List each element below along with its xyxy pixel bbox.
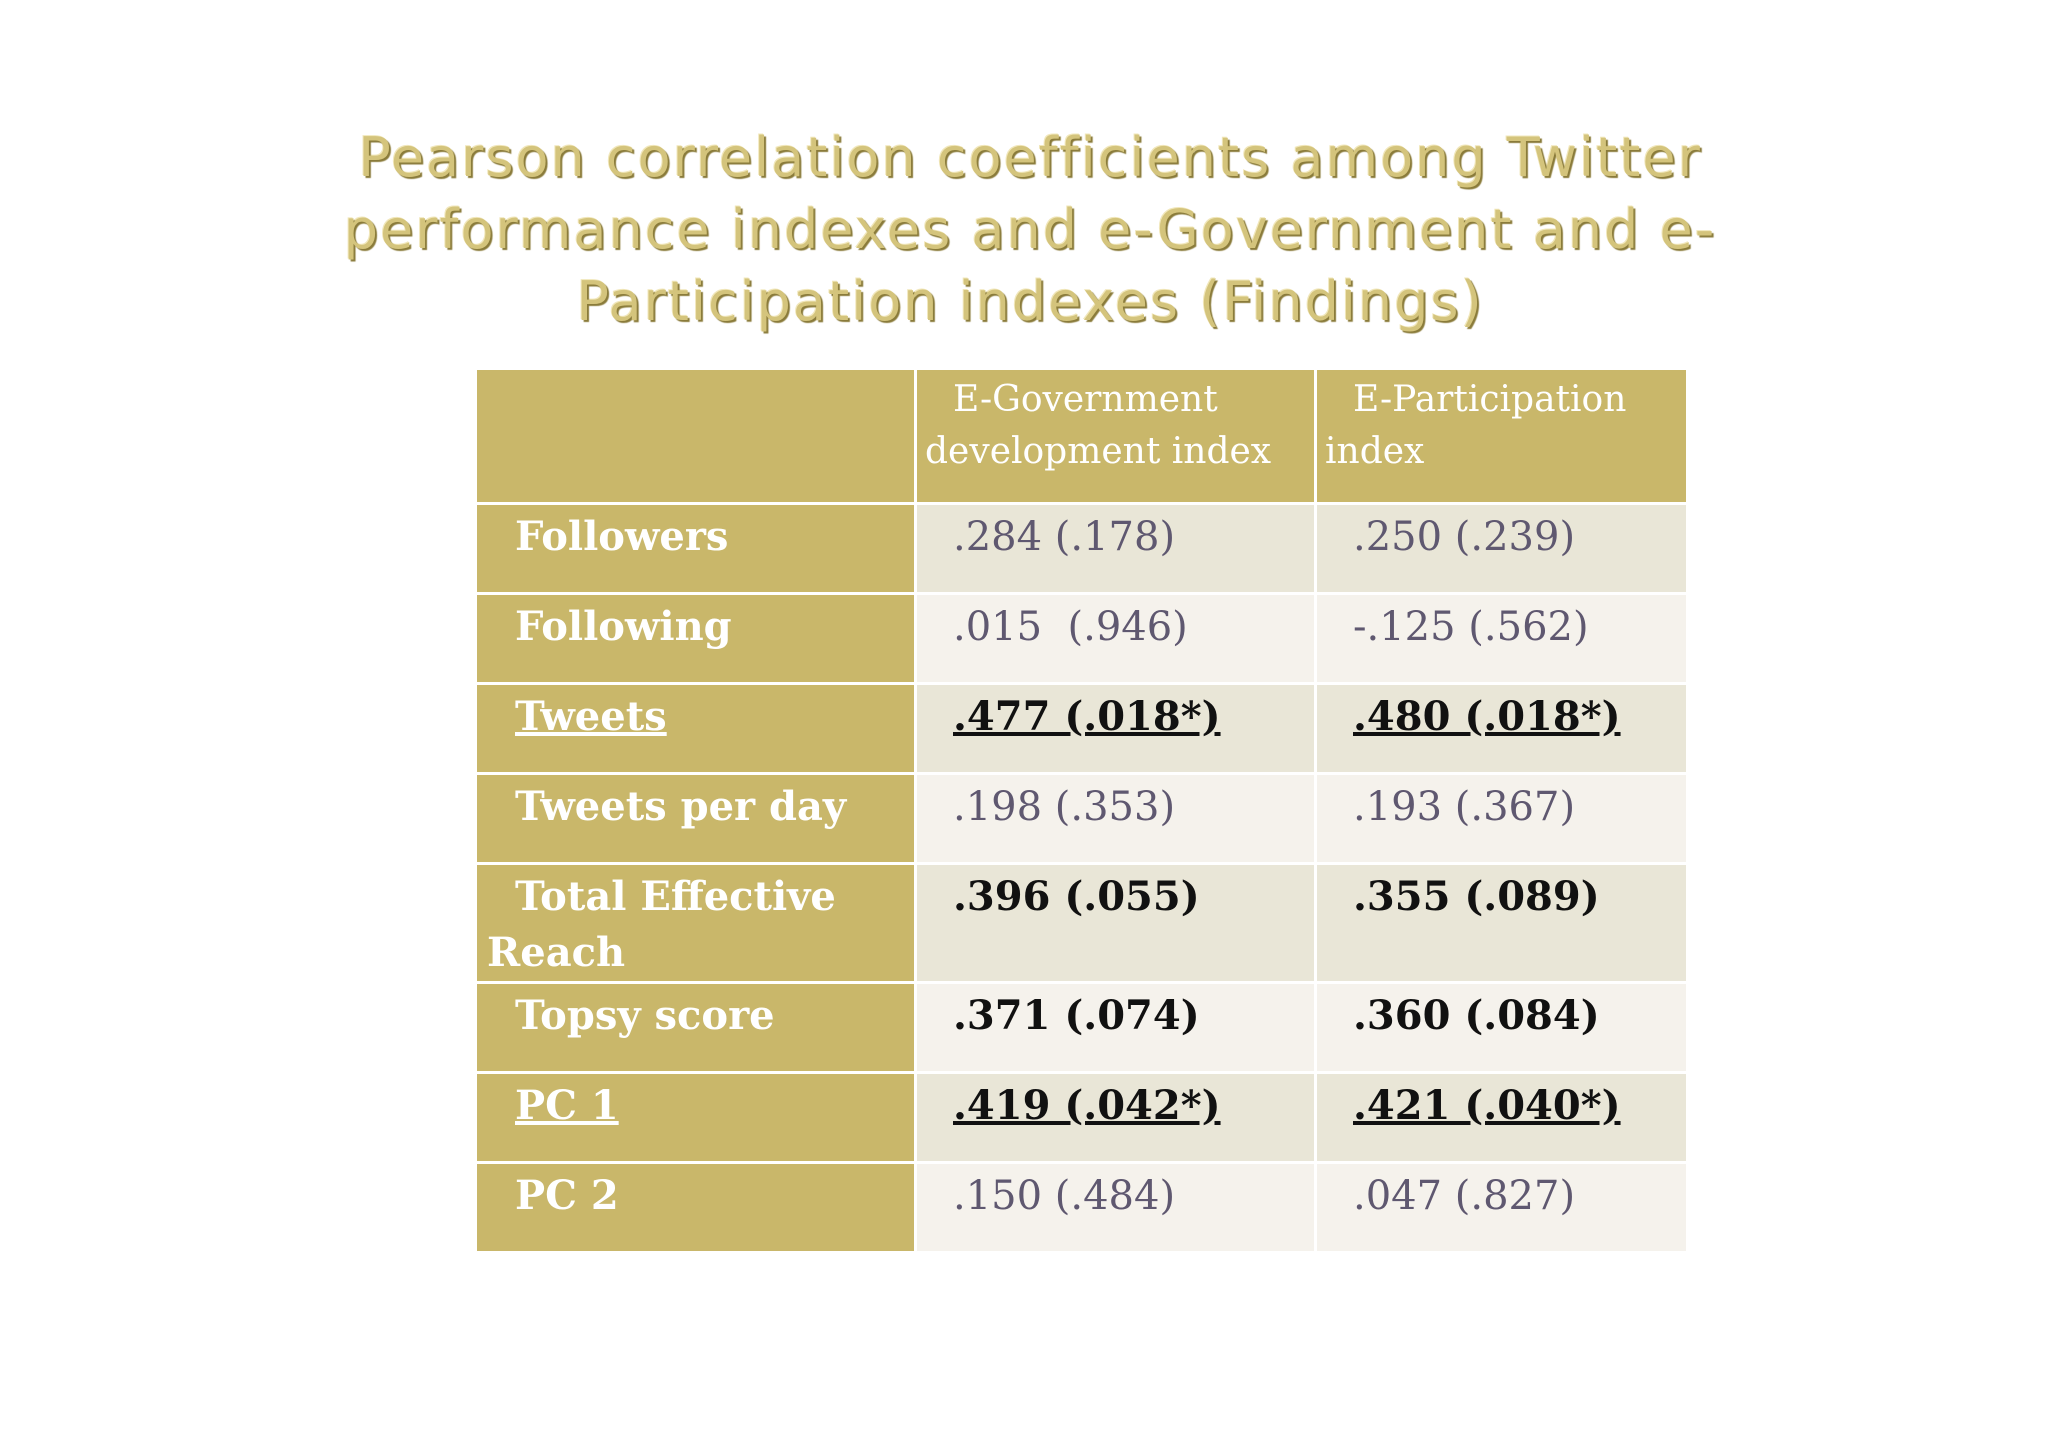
epart-value-cell: .047 (.827) <box>1314 1161 1689 1254</box>
epart-value-cell: .360 (.084) <box>1314 981 1689 1074</box>
row-label-cell: Followers <box>474 502 917 595</box>
row-label-cell: Following <box>474 592 917 685</box>
egov-value-cell: .477 (.018*) <box>914 682 1317 775</box>
row-label: Tweets per day <box>515 783 847 830</box>
egov-value: .284 (.178) <box>953 514 1176 560</box>
row-label-cell: Topsy score <box>474 981 917 1074</box>
egov-value: .015 (.946) <box>953 604 1188 650</box>
egov-value-cell: .371 (.074) <box>914 981 1317 1074</box>
epart-value-cell: .421 (.040*) <box>1314 1071 1689 1164</box>
epart-value: .421 (.040*) <box>1353 1082 1621 1129</box>
table-row: PC 2 .150 (.484) .047 (.827) <box>474 1161 1689 1254</box>
epart-value-cell: -.125 (.562) <box>1314 592 1689 685</box>
egov-value: .198 (.353) <box>953 784 1176 830</box>
table-row: Total Effective Reach .396 (.055) .355 (… <box>474 862 1689 984</box>
row-label-cell: PC 1 <box>474 1071 917 1164</box>
egov-value-cell: .419 (.042*) <box>914 1071 1317 1164</box>
row-label: Topsy score <box>515 992 775 1039</box>
egov-value-cell: .284 (.178) <box>914 502 1317 595</box>
epart-value: -.125 (.562) <box>1353 604 1589 650</box>
table-row: Followers .284 (.178) .250 (.239) <box>474 502 1689 595</box>
table-row: Following .015 (.946) -.125 (.562) <box>474 592 1689 685</box>
egov-value-cell: .198 (.353) <box>914 772 1317 865</box>
epart-value: .047 (.827) <box>1353 1173 1576 1219</box>
table-header-row: E-Government development index E-Partici… <box>474 367 1689 505</box>
egov-value: .396 (.055) <box>953 873 1200 920</box>
row-label: Total Effective Reach <box>487 873 836 976</box>
header-corner-cell <box>474 367 917 505</box>
header-egov-label: E-Government development index <box>925 379 1272 472</box>
table-row: Topsy score .371 (.074) .360 (.084) <box>474 981 1689 1074</box>
row-label: PC 1 <box>515 1082 619 1129</box>
row-label: Followers <box>515 513 729 560</box>
egov-value-cell: .150 (.484) <box>914 1161 1317 1254</box>
row-label-cell: PC 2 <box>474 1161 917 1254</box>
header-epart-label: E-Participation index <box>1325 379 1627 472</box>
row-label-cell: Tweets <box>474 682 917 775</box>
epart-value-cell: .355 (.089) <box>1314 862 1689 984</box>
row-label-cell: Total Effective Reach <box>474 862 917 984</box>
table-row: PC 1 .419 (.042*) .421 (.040*) <box>474 1071 1689 1164</box>
table-row: Tweets per day .198 (.353) .193 (.367) <box>474 772 1689 865</box>
egov-value-cell: .396 (.055) <box>914 862 1317 984</box>
epart-value: .193 (.367) <box>1353 784 1576 830</box>
correlation-table: E-Government development index E-Partici… <box>474 367 1689 1254</box>
row-label-cell: Tweets per day <box>474 772 917 865</box>
epart-value: .355 (.089) <box>1353 873 1600 920</box>
row-label: Following <box>515 603 732 650</box>
egov-value: .150 (.484) <box>953 1173 1176 1219</box>
egov-value-cell: .015 (.946) <box>914 592 1317 685</box>
row-label: Tweets <box>515 693 667 740</box>
epart-value: .250 (.239) <box>1353 514 1576 560</box>
header-epart: E-Participation index <box>1314 367 1689 505</box>
egov-value: .419 (.042*) <box>953 1082 1221 1129</box>
epart-value-cell: .250 (.239) <box>1314 502 1689 595</box>
table-row: Tweets .477 (.018*) .480 (.018*) <box>474 682 1689 775</box>
row-label: PC 2 <box>515 1172 619 1219</box>
egov-value: .371 (.074) <box>953 992 1200 1039</box>
epart-value: .480 (.018*) <box>1353 693 1621 740</box>
epart-value: .360 (.084) <box>1353 992 1600 1039</box>
epart-value-cell: .480 (.018*) <box>1314 682 1689 775</box>
slide-title: Pearson correlation coefficients among T… <box>343 126 1717 333</box>
egov-value: .477 (.018*) <box>953 693 1221 740</box>
header-egov: E-Government development index <box>914 367 1317 505</box>
epart-value-cell: .193 (.367) <box>1314 772 1689 865</box>
